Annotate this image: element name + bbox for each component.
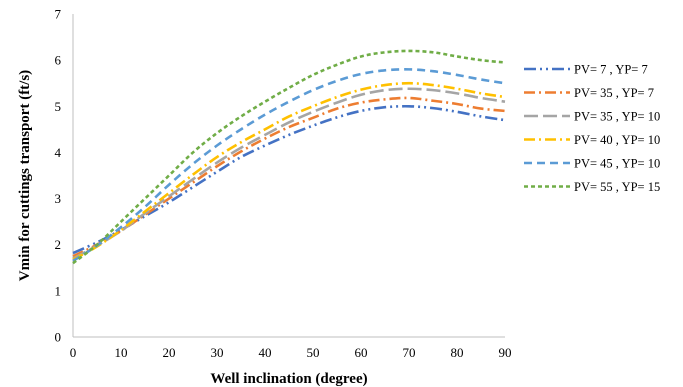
legend-item: PV= 35 , YP= 7 <box>524 86 654 100</box>
y-tick-label: 0 <box>55 330 62 345</box>
y-tick-label: 5 <box>55 99 62 114</box>
x-tick-label: 90 <box>499 345 512 360</box>
y-axis-title: Vmin for cuttings transport (ft/s) <box>17 70 33 281</box>
x-tick-label: 80 <box>451 345 464 360</box>
legend-item: PV= 40 , YP= 10 <box>524 133 660 147</box>
series-line-4 <box>72 81 506 261</box>
series-line-6 <box>72 49 506 265</box>
x-tick-label: 20 <box>163 345 176 360</box>
legend: PV= 7 , YP= 7 PV= 35 , YP= 7 PV= 35 , YP= … <box>524 63 660 194</box>
x-tick-label: 30 <box>211 345 224 360</box>
series-line-3 <box>72 87 506 260</box>
legend-label: PV= 7 , YP= 7 <box>574 63 648 77</box>
x-tick-label: 60 <box>355 345 368 360</box>
x-axis-title: Well inclination (degree) <box>210 371 367 387</box>
legend-label: PV= 45 , YP= 10 <box>574 157 660 171</box>
legend-item: PV= 35 , YP= 10 <box>524 110 660 124</box>
y-tick-label: 2 <box>55 237 62 252</box>
series-line-2 <box>72 96 506 258</box>
series-group <box>72 49 506 265</box>
x-tick-label: 10 <box>115 345 128 360</box>
legend-label: PV= 40 , YP= 10 <box>574 133 660 147</box>
legend-label: PV= 55 , YP= 15 <box>574 180 660 194</box>
x-axis-ticks: 0 10 20 30 40 50 60 70 80 90 <box>70 345 512 360</box>
x-tick-label: 70 <box>403 345 416 360</box>
legend-label: PV= 35 , YP= 10 <box>574 110 660 124</box>
plot-area <box>72 14 505 338</box>
y-tick-label: 6 <box>55 53 62 68</box>
x-tick-label: 0 <box>70 345 77 360</box>
y-axis-ticks: 0 1 2 3 4 5 6 7 <box>55 7 62 345</box>
x-tick-label: 50 <box>307 345 320 360</box>
x-tick-label: 40 <box>259 345 272 360</box>
y-tick-label: 1 <box>55 283 62 298</box>
y-tick-label: 4 <box>55 145 62 160</box>
legend-label: PV= 35 , YP= 7 <box>574 86 654 100</box>
series-line-5 <box>72 68 506 262</box>
legend-item: PV= 45 , YP= 10 <box>524 157 660 171</box>
legend-item: PV= 55 , YP= 15 <box>524 180 660 194</box>
y-tick-label: 3 <box>55 191 62 206</box>
series-line-1 <box>72 104 506 255</box>
y-tick-label: 7 <box>55 7 62 22</box>
legend-item: PV= 7 , YP= 7 <box>524 63 648 77</box>
